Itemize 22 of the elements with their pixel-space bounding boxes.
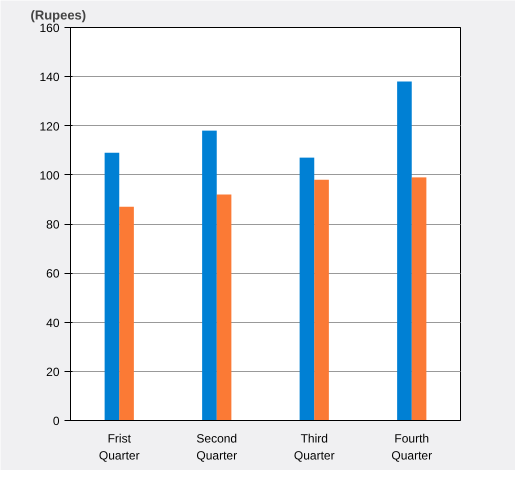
x-tick-label: Fourth Quarter [391, 432, 432, 462]
chart-title: (Rupees) [30, 8, 86, 22]
bar [412, 177, 426, 420]
y-tick-label: 140 [39, 70, 60, 84]
y-tick-label: 60 [46, 266, 60, 281]
x-tick-label: Second Quarter [196, 432, 238, 462]
x-tick-label: Third Quarter [294, 432, 335, 462]
bar [397, 82, 412, 420]
bar [202, 130, 217, 420]
bar [314, 180, 329, 420]
bar [300, 158, 314, 420]
bar [119, 206, 134, 420]
x-tick-label: Frist Quarter [98, 432, 140, 462]
bar [104, 152, 120, 420]
y-tick-label: 160 [39, 21, 60, 35]
y-tick-label: 100 [39, 168, 60, 182]
y-tick-label: 20 [46, 364, 60, 379]
y-tick-label: 80 [46, 218, 60, 232]
y-tick-label: 120 [39, 119, 60, 134]
y-tick-label: 40 [46, 316, 60, 330]
y-tick-label: 0 [52, 414, 60, 428]
bar [216, 194, 232, 420]
